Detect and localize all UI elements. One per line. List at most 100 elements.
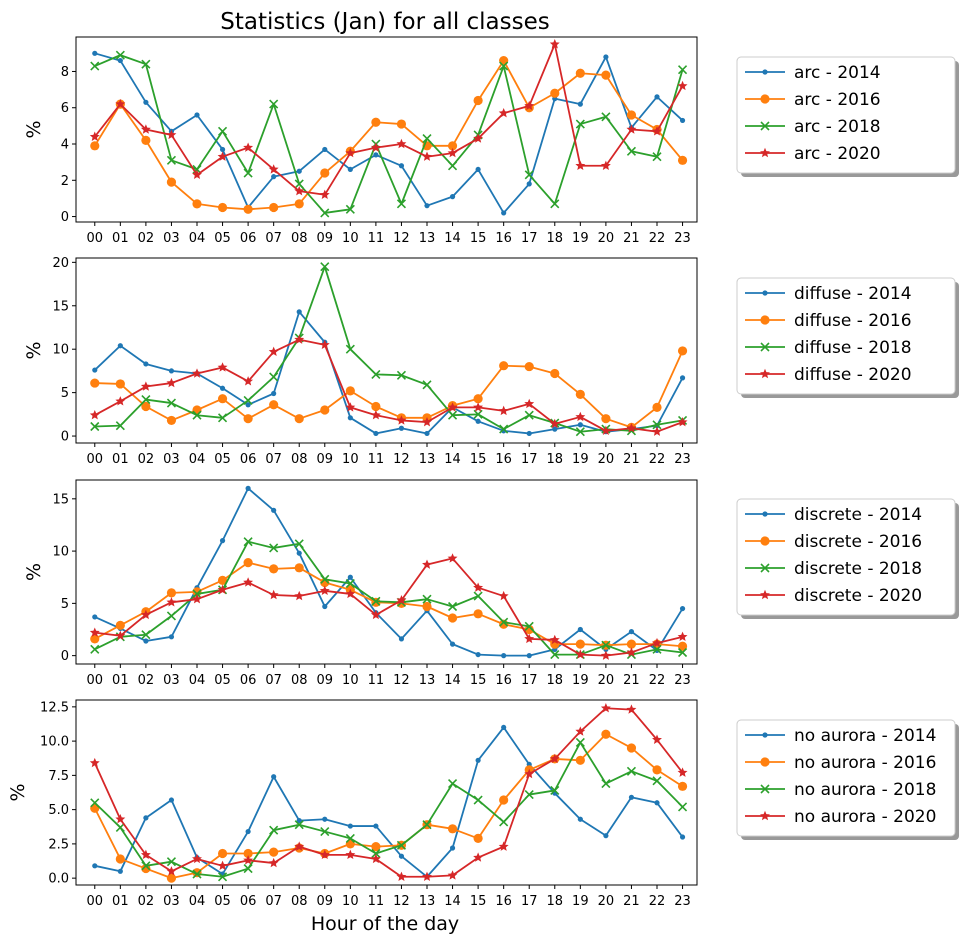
x-tick-label: 15: [470, 894, 487, 909]
data-point: [243, 537, 253, 547]
x-tick-label: 23: [674, 231, 691, 246]
series-line: [94, 741, 684, 878]
series-discrete-2018: [90, 537, 688, 660]
series-line: [94, 557, 683, 657]
data-point: [396, 840, 407, 850]
x-tick-label: 21: [623, 452, 640, 467]
x-tick-label: 10: [342, 673, 359, 688]
data-point: [422, 601, 432, 612]
data-point: [143, 99, 149, 105]
legend-marker: [762, 732, 768, 738]
data-point: [347, 574, 353, 580]
data-point: [652, 426, 662, 436]
data-point: [345, 344, 355, 354]
x-tick-label: 13: [419, 894, 436, 909]
data-point: [141, 135, 151, 145]
x-tick-label: 13: [419, 673, 436, 688]
data-point: [396, 370, 407, 380]
series-no-aurora-2018: [90, 737, 688, 882]
legend-label: diffuse - 2018: [794, 338, 912, 358]
data-point: [550, 785, 560, 796]
data-point: [652, 765, 662, 775]
data-point: [296, 550, 302, 556]
data-point: [473, 402, 484, 412]
series-discrete-2014: [92, 485, 686, 659]
data-point: [424, 430, 430, 437]
data-point: [652, 152, 662, 162]
x-tick-label: 03: [163, 452, 180, 467]
data-point: [526, 653, 532, 659]
x-tick-label: 05: [214, 231, 231, 246]
y-tick-label: 20: [52, 256, 69, 271]
data-point: [396, 871, 407, 881]
x-tick-label: 04: [189, 452, 206, 467]
y-tick-label: 0: [61, 210, 69, 225]
data-point: [677, 155, 688, 165]
data-point: [371, 117, 381, 127]
data-point: [396, 199, 407, 209]
axes-frame: [75, 36, 698, 223]
data-point: [243, 863, 253, 874]
data-point: [577, 626, 583, 633]
data-point: [422, 151, 432, 161]
data-point: [654, 94, 660, 100]
data-point: [168, 797, 175, 803]
series-diffuse-2020: [89, 334, 688, 436]
legend-marker: [760, 368, 770, 379]
data-point: [626, 704, 637, 714]
y-tick-label: 15: [52, 299, 69, 314]
x-tick-label: 19: [572, 673, 589, 688]
data-point: [577, 422, 583, 428]
data-point: [501, 724, 507, 731]
data-point: [320, 405, 330, 415]
data-point: [370, 410, 381, 420]
data-point: [269, 202, 279, 213]
data-point: [271, 774, 277, 780]
data-point: [370, 609, 381, 620]
data-point: [575, 160, 586, 170]
series-line: [94, 350, 684, 429]
data-point: [601, 779, 611, 789]
data-point: [370, 853, 381, 864]
data-point: [269, 564, 279, 574]
x-tick-label: 18: [547, 894, 564, 909]
legend-item: arc - 2020: [745, 144, 881, 164]
x-tick-label: 17: [521, 452, 538, 467]
data-point: [166, 873, 177, 883]
data-point: [422, 380, 432, 390]
x-tick-label: 02: [138, 894, 155, 909]
data-point: [524, 170, 534, 180]
data-point: [473, 133, 484, 143]
x-tick-label: 06: [240, 673, 257, 688]
x-tick-label: 12: [393, 673, 410, 688]
y-axis-label: %: [23, 341, 45, 359]
y-tick-label: 7.5: [48, 769, 69, 784]
legend-item: diffuse - 2018: [745, 338, 912, 358]
x-tick-label: 06: [240, 231, 257, 246]
data-point: [89, 410, 100, 420]
data-point: [679, 834, 686, 840]
data-point: [626, 639, 637, 649]
data-point: [473, 394, 483, 404]
data-point: [294, 590, 305, 601]
x-tick-label: 10: [342, 894, 359, 909]
y-axis-label: %: [23, 563, 45, 581]
series-line: [94, 338, 683, 433]
data-point: [319, 189, 330, 199]
data-point: [422, 416, 432, 427]
data-point: [601, 640, 611, 650]
data-point: [626, 146, 637, 156]
legend-item: diffuse - 2020: [745, 365, 912, 385]
x-tick-label: 02: [138, 673, 155, 688]
legend: diffuse - 2014 diffuse - 2016 diffuse - 20…: [736, 277, 959, 398]
data-point: [90, 644, 100, 654]
data-point: [652, 776, 662, 786]
data-point: [524, 398, 535, 409]
data-point: [322, 146, 328, 153]
data-point: [115, 379, 125, 389]
series-line: [94, 43, 684, 196]
y-tick-label: 2: [61, 174, 69, 189]
data-point: [626, 647, 637, 657]
data-point: [296, 168, 302, 174]
data-point: [140, 609, 151, 620]
